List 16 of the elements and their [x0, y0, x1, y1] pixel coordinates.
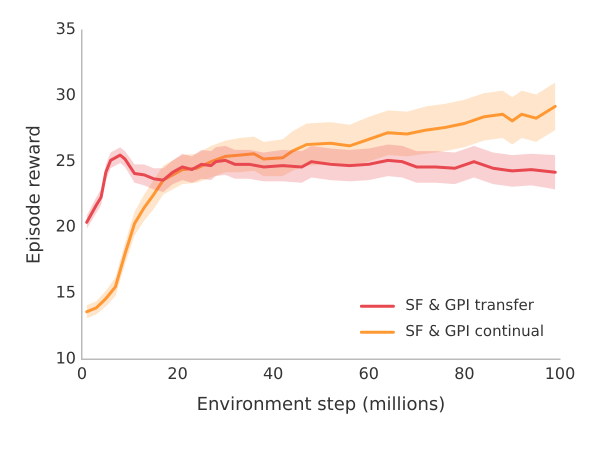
x-tick-label: 80	[454, 364, 475, 383]
y-tick-label: 25	[56, 150, 76, 170]
y-tick-label: 15	[56, 282, 76, 302]
y-axis-title: Episode reward	[23, 125, 44, 264]
y-tick-label: 30	[56, 84, 76, 104]
x-tick-label: 20	[167, 364, 188, 383]
x-tick-label: 100	[544, 364, 576, 383]
x-tick-label: 0	[76, 364, 88, 383]
x-axis-title: Environment step (millions)	[196, 394, 446, 415]
x-tick-label: 40	[262, 364, 284, 383]
legend-label: SF & GPI transfer	[405, 296, 535, 314]
legend-label: SF & GPI continual	[405, 322, 544, 340]
y-tick-label: 35	[56, 19, 76, 38]
y-tick-label: 10	[56, 348, 76, 368]
x-tick-label: 60	[358, 364, 379, 383]
y-tick-label: 20	[56, 216, 76, 236]
